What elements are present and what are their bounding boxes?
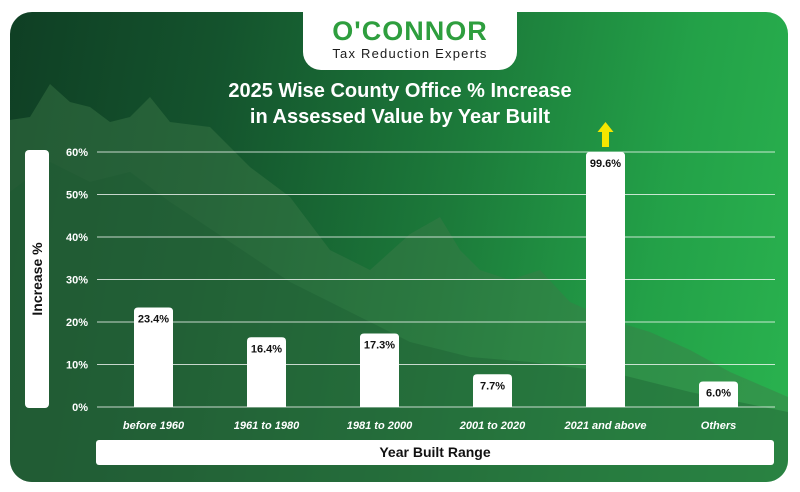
- data-label: 6.0%: [706, 388, 731, 400]
- x-tick-label: 1961 to 1980: [234, 420, 300, 432]
- y-tick-label: 40%: [66, 232, 88, 244]
- x-tick-label: 2001 to 2020: [459, 420, 526, 432]
- bar: [699, 381, 738, 407]
- bar: [473, 374, 512, 407]
- bar: [247, 337, 286, 407]
- data-label: 99.6%: [590, 158, 621, 170]
- y-tick-label: 30%: [66, 275, 88, 287]
- logo-brand-name: O'CONNOR: [332, 16, 488, 46]
- y-tick-label: 10%: [66, 360, 88, 372]
- up-arrow-icon: [597, 122, 614, 147]
- chart-title: 2025 Wise County Office % Increase in As…: [0, 78, 800, 130]
- x-tick-label: before 1960: [123, 420, 185, 432]
- logo-tagline: Tax Reduction Experts: [332, 46, 488, 61]
- x-tick-label: Others: [701, 420, 736, 432]
- chart-title-line-2: in Assessed Value by Year Built: [249, 106, 551, 128]
- bar: [134, 307, 173, 407]
- y-axis-label-box: [25, 150, 49, 408]
- x-tick-label: 2021 and above: [564, 420, 647, 432]
- chart-title-line-1: 2025 Wise County Office % Increase: [228, 80, 572, 102]
- y-tick-label: 50%: [66, 190, 88, 202]
- logo: O'CONNOR Tax Reduction Experts: [303, 12, 517, 70]
- y-tick-label: 60%: [66, 147, 88, 159]
- bar: [586, 152, 625, 407]
- data-label: 17.3%: [364, 339, 395, 351]
- y-tick-label: 20%: [66, 317, 88, 329]
- bar: [360, 333, 399, 407]
- x-tick-label: 1981 to 2000: [347, 420, 413, 432]
- y-tick-label: 0%: [72, 402, 88, 414]
- data-label: 23.4%: [138, 314, 169, 326]
- data-label: 16.4%: [251, 343, 282, 355]
- x-axis-label: Year Built Range: [96, 440, 774, 465]
- data-label: 7.7%: [480, 380, 505, 392]
